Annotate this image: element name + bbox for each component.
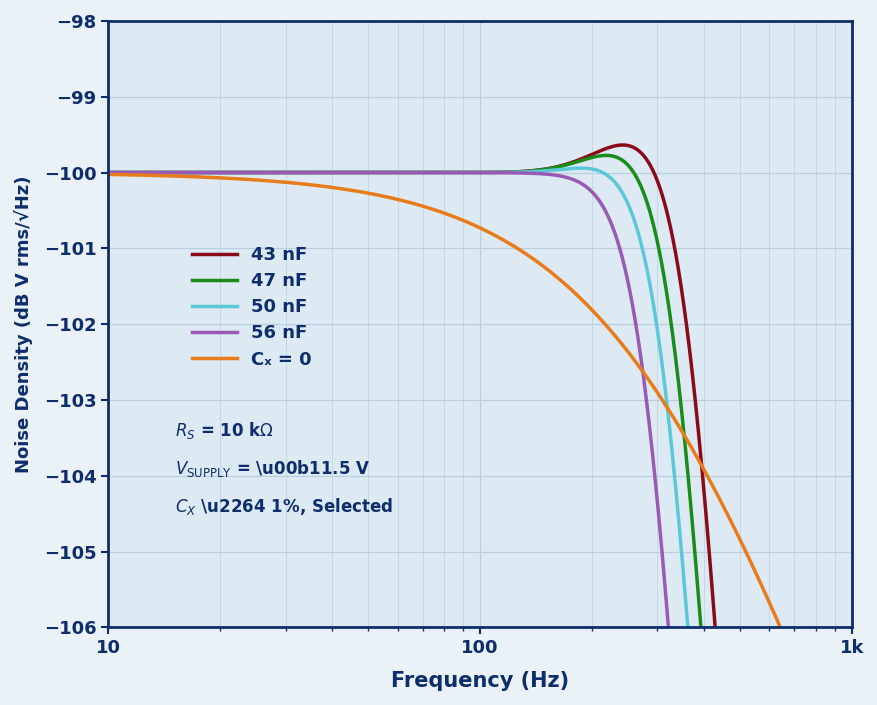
50 nF bbox=[103, 168, 113, 177]
50 nF bbox=[575, 164, 586, 172]
43 nF bbox=[845, 661, 856, 670]
43 nF bbox=[388, 168, 398, 177]
43 nF bbox=[752, 661, 762, 670]
Y-axis label: Noise Density (dB V rms/√Hz): Noise Density (dB V rms/√Hz) bbox=[14, 176, 32, 473]
47 nF bbox=[420, 168, 431, 177]
50 nF bbox=[232, 168, 242, 177]
56 nF bbox=[666, 661, 676, 670]
47 nF bbox=[600, 151, 610, 159]
Cₓ = 0 bbox=[232, 175, 242, 183]
56 nF bbox=[103, 168, 113, 177]
47 nF bbox=[232, 168, 242, 177]
47 nF bbox=[698, 661, 709, 670]
Cₓ = 0 bbox=[103, 170, 113, 178]
47 nF bbox=[831, 661, 842, 670]
43 nF bbox=[831, 661, 842, 670]
56 nF bbox=[232, 168, 242, 177]
43 nF bbox=[420, 168, 431, 177]
50 nF bbox=[845, 661, 856, 670]
43 nF bbox=[617, 141, 627, 149]
47 nF bbox=[103, 168, 113, 177]
Text: $R_S$ = 10 k$\Omega$: $R_S$ = 10 k$\Omega$ bbox=[175, 420, 275, 441]
Cₓ = 0 bbox=[751, 572, 761, 580]
Line: 50 nF: 50 nF bbox=[108, 168, 851, 666]
47 nF bbox=[845, 661, 856, 670]
Cₓ = 0 bbox=[188, 173, 198, 181]
47 nF bbox=[388, 168, 398, 177]
47 nF bbox=[752, 661, 762, 670]
Line: 43 nF: 43 nF bbox=[108, 145, 851, 666]
43 nF bbox=[188, 168, 198, 177]
Text: $V_{\rm SUPPLY}$ = \u00b11.5 V: $V_{\rm SUPPLY}$ = \u00b11.5 V bbox=[175, 458, 370, 479]
50 nF bbox=[420, 168, 431, 177]
Line: 56 nF: 56 nF bbox=[108, 173, 851, 666]
50 nF bbox=[752, 661, 762, 670]
47 nF bbox=[188, 168, 198, 177]
Line: Cₓ = 0: Cₓ = 0 bbox=[108, 174, 851, 705]
50 nF bbox=[685, 661, 695, 670]
56 nF bbox=[831, 661, 842, 670]
56 nF bbox=[188, 168, 198, 177]
Text: $C_X$ \u2264 1%, Selected: $C_X$ \u2264 1%, Selected bbox=[175, 496, 393, 517]
Line: 47 nF: 47 nF bbox=[108, 155, 851, 666]
X-axis label: Frequency (Hz): Frequency (Hz) bbox=[390, 671, 568, 691]
Legend: 43 nF, 47 nF, 50 nF, 56 nF, Cₓ = 0: 43 nF, 47 nF, 50 nF, 56 nF, Cₓ = 0 bbox=[184, 239, 318, 376]
56 nF bbox=[752, 661, 762, 670]
50 nF bbox=[188, 168, 198, 177]
50 nF bbox=[388, 168, 398, 177]
43 nF bbox=[712, 661, 723, 670]
56 nF bbox=[845, 661, 856, 670]
56 nF bbox=[420, 168, 431, 177]
Cₓ = 0 bbox=[388, 194, 398, 202]
43 nF bbox=[103, 168, 113, 177]
50 nF bbox=[831, 661, 842, 670]
Cₓ = 0 bbox=[420, 203, 431, 212]
43 nF bbox=[232, 168, 242, 177]
56 nF bbox=[388, 168, 398, 177]
